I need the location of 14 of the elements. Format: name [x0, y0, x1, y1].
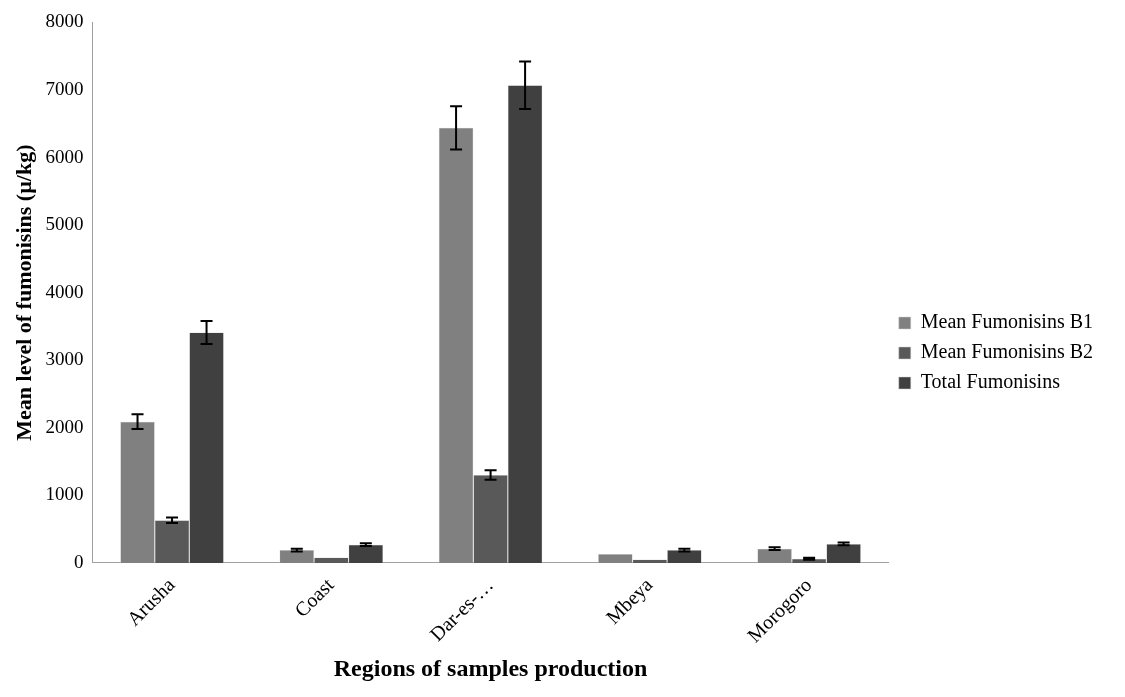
- y-tick-label: 8000: [45, 10, 84, 32]
- y-tick-label: 7000: [45, 77, 84, 99]
- y-tick-label: 1000: [45, 483, 84, 505]
- y-tick-label: 4000: [45, 280, 84, 302]
- x-axis-title: Regions of samples production: [333, 654, 648, 681]
- y-tick-label: 2000: [45, 415, 84, 437]
- y-axis-title: Mean level of fumonisins (µ/kg): [10, 144, 36, 441]
- y-tick-label: 6000: [45, 145, 84, 167]
- y-tick-label: 3000: [45, 348, 84, 370]
- legend-label: Mean Fumonisins B1: [920, 310, 1094, 333]
- y-tick-label: 0: [73, 550, 84, 572]
- y-tick-label: 5000: [45, 213, 84, 235]
- legend-label: Mean Fumonisins B2: [920, 340, 1094, 363]
- legend-label: Total Fumonisins: [920, 370, 1061, 393]
